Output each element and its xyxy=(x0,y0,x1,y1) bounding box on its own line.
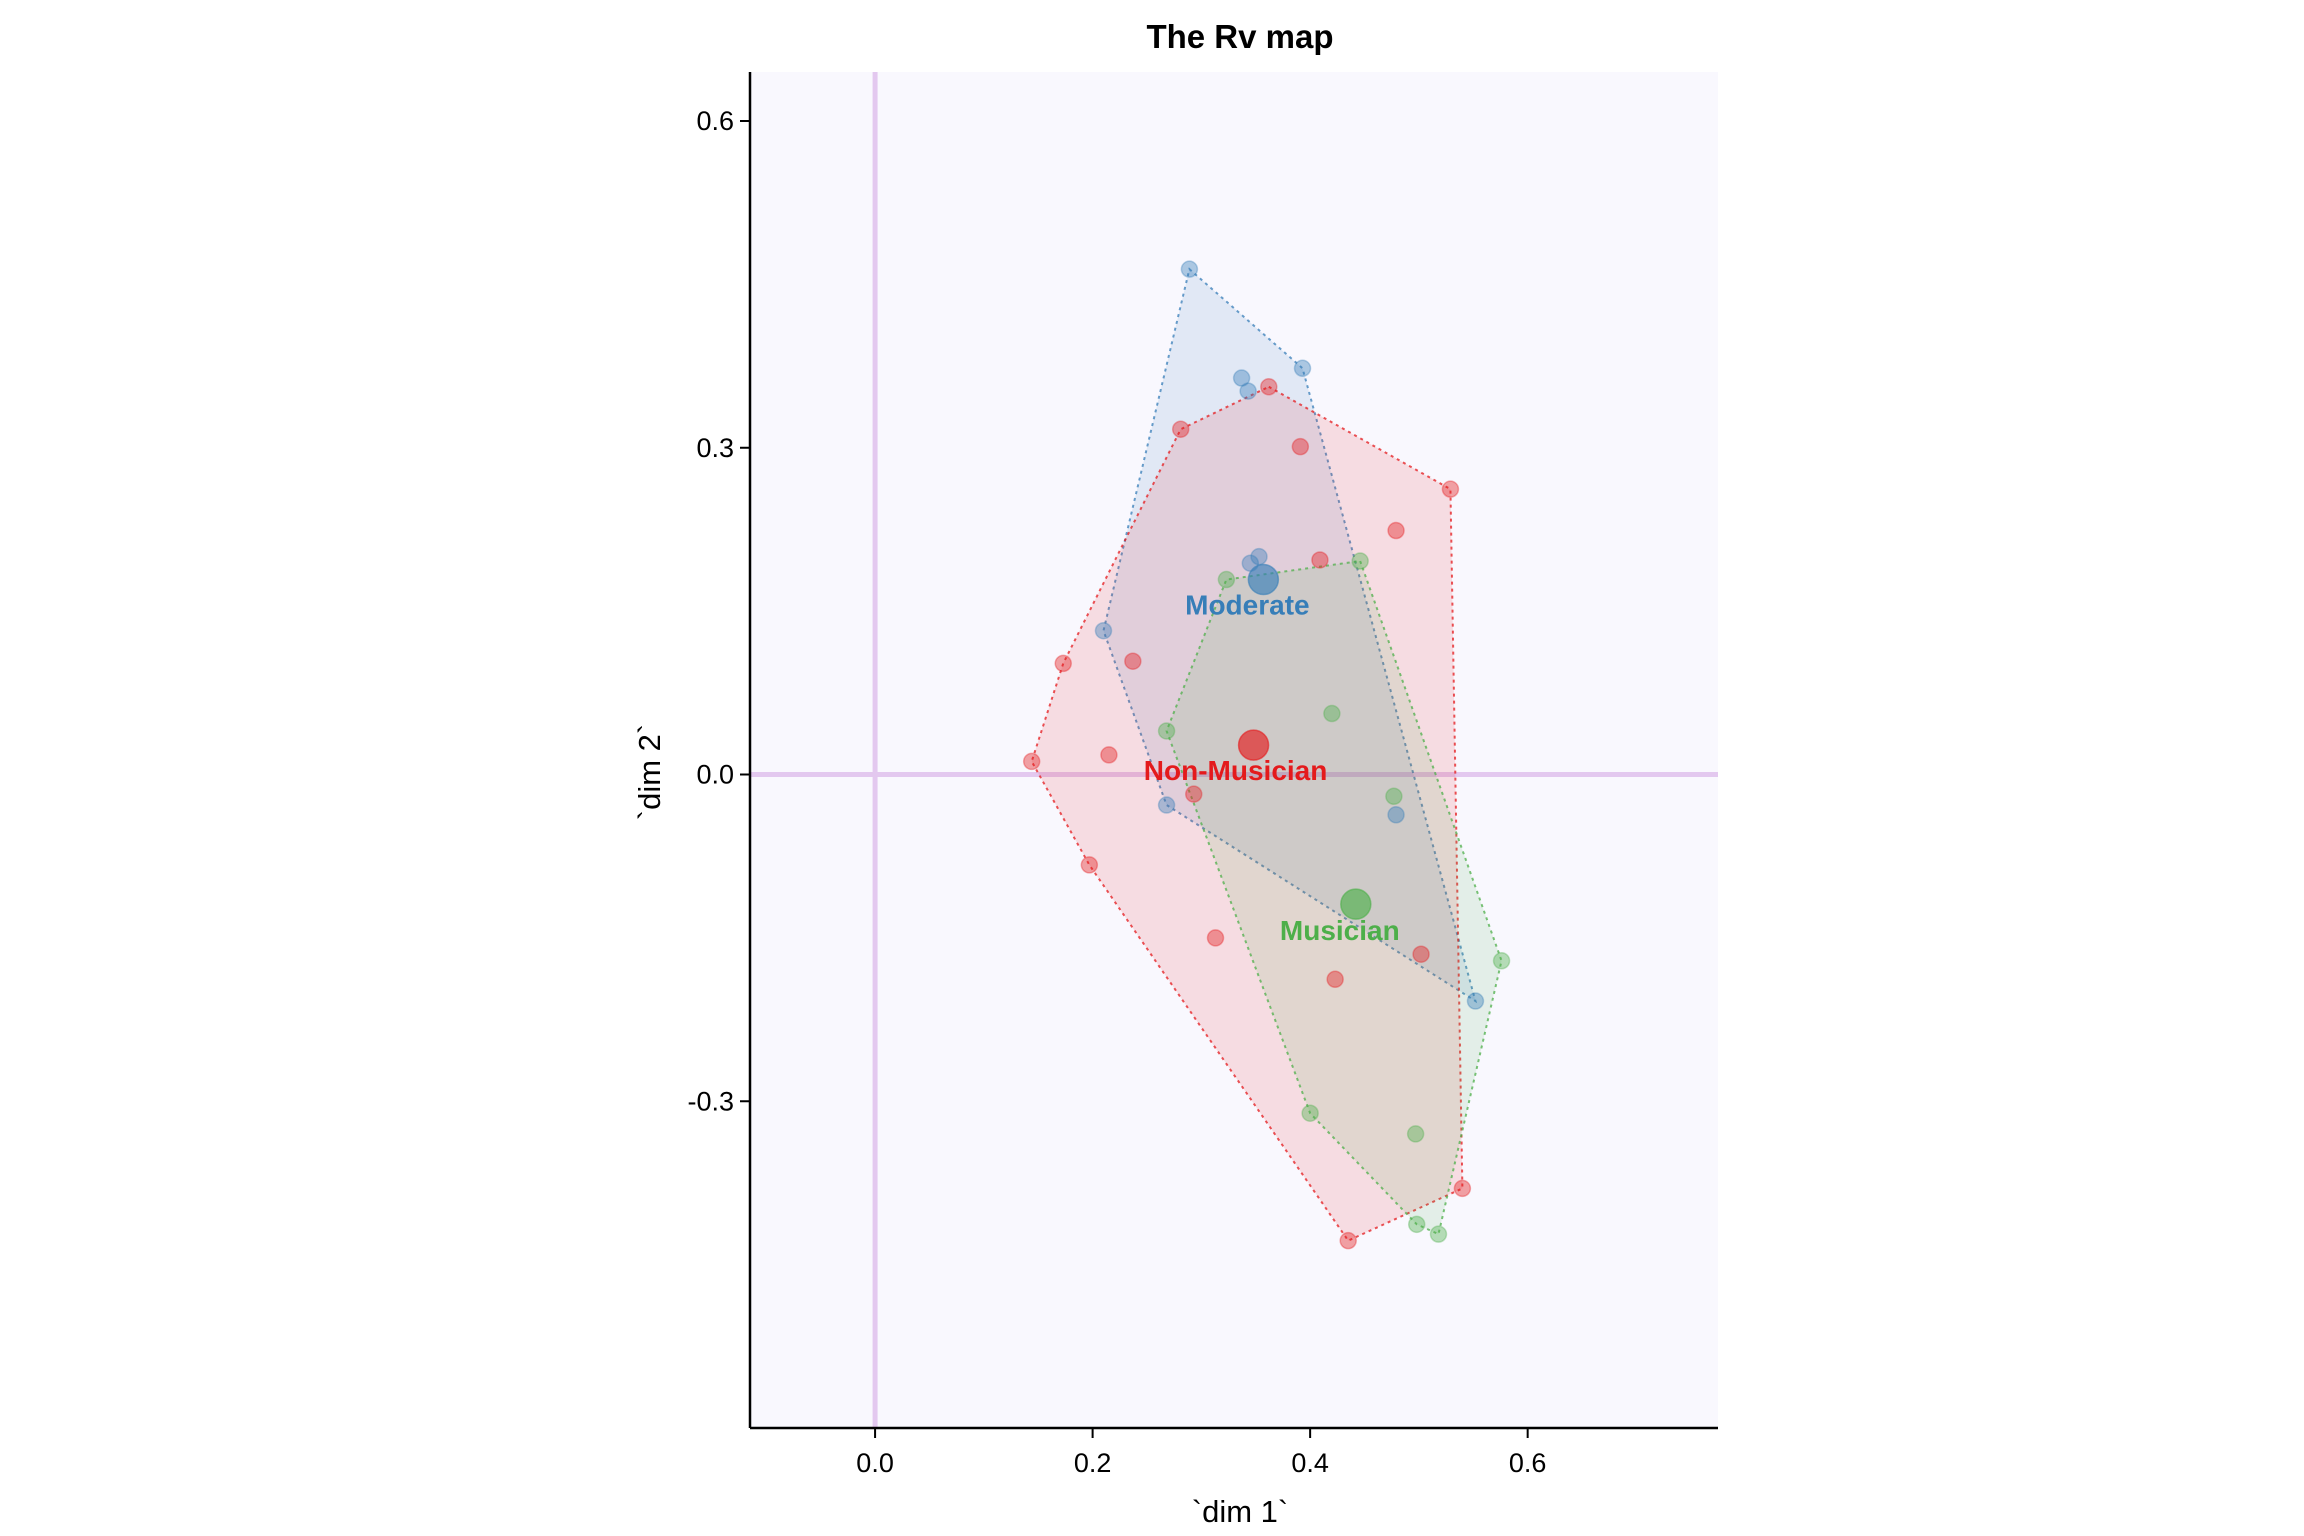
point-non-musician-15 xyxy=(1453,1179,1472,1198)
reference-lines xyxy=(750,72,1718,1428)
point-non-musician-7 xyxy=(1124,652,1142,670)
point-musician-5 xyxy=(1492,952,1511,970)
point-non-musician-2 xyxy=(1291,437,1310,456)
x-tick-label-2: 0.4 xyxy=(1291,1448,1329,1478)
point-non-musician-16 xyxy=(1339,1231,1357,1250)
hull-moderate xyxy=(1102,267,1478,1004)
point-musician-7 xyxy=(1406,1125,1425,1143)
point-musician-3 xyxy=(1157,722,1176,740)
point-moderate-1 xyxy=(1293,359,1312,378)
y-tick-label-2: 0.3 xyxy=(696,433,734,463)
point-non-musician-1 xyxy=(1171,420,1190,438)
y-tick-label-0: -0.3 xyxy=(687,1086,734,1116)
label-musician: Musician xyxy=(1280,915,1400,946)
y-tick-label-3: 0.6 xyxy=(696,106,734,136)
group-hulls xyxy=(1030,267,1503,1242)
centroid-musician xyxy=(1340,888,1372,920)
point-musician-2 xyxy=(1323,704,1341,723)
point-moderate-3 xyxy=(1239,382,1257,400)
point-musician-1 xyxy=(1217,570,1236,589)
axes: 0.0 0.2 0.4 0.6 -0.3 0.0 0.3 0.6 xyxy=(687,72,1718,1478)
point-moderate-8 xyxy=(1387,806,1405,824)
point-non-musician-3 xyxy=(1441,480,1460,498)
point-moderate-9 xyxy=(1466,992,1485,1010)
point-non-musician-8 xyxy=(1100,746,1118,764)
x-tick-label-3: 0.6 xyxy=(1509,1448,1547,1478)
y-axis-label: `dim 2` xyxy=(632,724,667,820)
group-centroids xyxy=(1237,563,1372,920)
centroid-non-musician xyxy=(1237,729,1270,761)
point-non-musician-5 xyxy=(1311,551,1329,569)
point-moderate-2 xyxy=(1232,369,1251,387)
label-moderate: Moderate xyxy=(1185,590,1309,621)
point-non-musician-0 xyxy=(1260,378,1278,396)
point-non-musician-14 xyxy=(1326,970,1344,989)
point-non-musician-10 xyxy=(1185,785,1203,803)
point-non-musician-13 xyxy=(1412,945,1430,963)
x-tick-label-1: 0.2 xyxy=(1074,1448,1112,1478)
label-non-musician: Non-Musician xyxy=(1144,755,1328,786)
hull-musician xyxy=(1165,559,1503,1236)
hull-non-musician xyxy=(1030,385,1464,1242)
point-moderate-7 xyxy=(1157,796,1176,814)
x-axis-label: `dim 1` xyxy=(1192,1494,1288,1529)
y-tick-label-1: 0.0 xyxy=(696,760,734,790)
observation-points xyxy=(1022,260,1511,1250)
point-non-musician-11 xyxy=(1080,856,1099,874)
point-moderate-6 xyxy=(1094,621,1113,640)
point-musician-0 xyxy=(1351,552,1369,570)
point-musician-9 xyxy=(1429,1225,1448,1243)
point-musician-8 xyxy=(1407,1215,1426,1234)
point-non-musician-6 xyxy=(1054,654,1072,673)
point-non-musician-9 xyxy=(1022,752,1041,771)
group-labels: Moderate Non-Musician Musician xyxy=(1144,590,1400,947)
centroid-moderate xyxy=(1247,563,1280,596)
point-moderate-0 xyxy=(1180,260,1199,278)
point-non-musician-4 xyxy=(1387,521,1405,540)
point-musician-6 xyxy=(1301,1104,1319,1122)
chart-title: The Rv map xyxy=(1146,18,1333,55)
x-tick-label-0: 0.0 xyxy=(856,1448,894,1478)
plot-panel xyxy=(750,72,1718,1428)
point-musician-4 xyxy=(1385,787,1403,806)
point-non-musician-12 xyxy=(1206,929,1225,947)
